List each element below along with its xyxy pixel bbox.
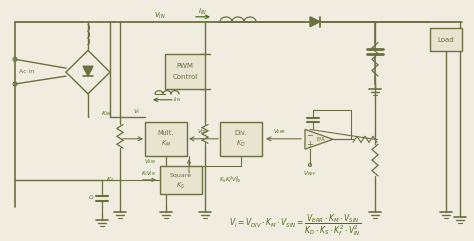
Text: $V_i$: $V_i$: [133, 107, 141, 116]
Polygon shape: [310, 17, 320, 27]
Text: Ac in: Ac in: [19, 69, 35, 74]
Text: $K_f$: $K_f$: [106, 175, 114, 184]
Text: Mult.: Mult.: [158, 130, 174, 136]
Text: $I_{IN}$: $I_{IN}$: [199, 7, 208, 17]
Bar: [145, 121, 187, 156]
Text: Control: Control: [173, 74, 198, 80]
Text: $K_S$: $K_S$: [176, 181, 185, 191]
Text: $I_{IN}$: $I_{IN}$: [173, 95, 181, 104]
Text: $V_{REF}$: $V_{REF}$: [303, 169, 317, 178]
Text: $C_f$: $C_f$: [88, 193, 96, 202]
Bar: [220, 121, 262, 156]
Text: $K_D$: $K_D$: [236, 139, 246, 149]
Text: Div.: Div.: [235, 130, 247, 136]
Text: $K_{IN}$: $K_{IN}$: [101, 109, 111, 118]
Text: Square: Square: [170, 173, 192, 178]
Text: Load: Load: [438, 37, 454, 42]
Text: E/A: E/A: [317, 137, 325, 142]
Bar: [165, 54, 205, 89]
Text: $K_M$: $K_M$: [161, 139, 171, 149]
Text: $V_{IN}$: $V_{IN}$: [154, 11, 166, 21]
Bar: [430, 28, 462, 51]
Text: $V_{ERR}$: $V_{ERR}$: [273, 127, 287, 136]
Text: $K_S K_f^2 V_{IN}^2$: $K_S K_f^2 V_{IN}^2$: [219, 174, 241, 185]
Polygon shape: [83, 66, 93, 76]
Text: PWM: PWM: [176, 63, 193, 69]
Text: +: +: [307, 140, 313, 149]
Text: $V_{DIV}$: $V_{DIV}$: [197, 127, 210, 136]
Text: $K_f V_{IN}$: $K_f V_{IN}$: [141, 169, 155, 178]
Bar: [160, 166, 202, 194]
Polygon shape: [305, 129, 333, 149]
Text: $V_i = V_{DIV} \cdot K_M \cdot V_{SIN} = \dfrac{V_{ERR} \cdot K_M \cdot V_{SIN}}: $V_i = V_{DIV} \cdot K_M \cdot V_{SIN} =…: [229, 212, 361, 238]
Text: −: −: [307, 131, 313, 140]
Text: $V_{SIN}$: $V_{SIN}$: [144, 158, 156, 167]
